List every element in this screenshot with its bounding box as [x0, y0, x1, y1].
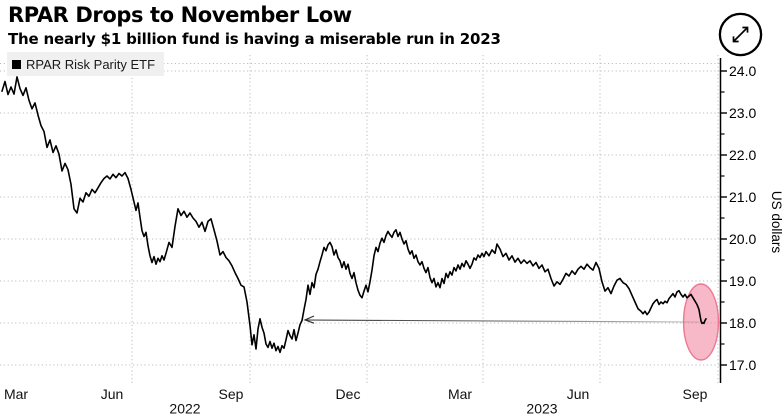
y-axis-title: US dollars	[769, 191, 782, 254]
x-year-label: 2023	[526, 401, 557, 416]
expand-icon	[718, 12, 763, 57]
legend[interactable]: RPAR Risk Parity ETF	[7, 52, 165, 76]
x-month-label: Mar	[4, 386, 28, 402]
y-tick-label: 23.0	[729, 105, 756, 121]
y-tick-label: 18.0	[729, 315, 756, 331]
y-tick-label: 19.0	[729, 273, 756, 289]
price-line	[1, 76, 707, 354]
x-month-label: Sep	[219, 386, 244, 402]
x-month-label: Mar	[448, 386, 472, 402]
x-month-label: Jun	[101, 386, 124, 402]
x-month-label: Sep	[683, 386, 708, 402]
y-tick-label: 20.0	[729, 231, 756, 247]
arrowhead-icon	[303, 315, 315, 324]
x-month-label: Dec	[336, 386, 361, 402]
y-tick-label: 22.0	[729, 147, 756, 163]
chart-header: RPAR Drops to November Low The nearly $1…	[8, 2, 708, 50]
y-tick-label: 24.0	[729, 63, 756, 79]
x-year-label: 2022	[169, 401, 200, 416]
page-title: RPAR Drops to November Low	[8, 3, 352, 27]
november-low-arrow	[304, 319, 700, 323]
page-subtitle: The nearly $1 billion fund is having a m…	[8, 30, 501, 48]
y-tick-label: 21.0	[729, 189, 756, 205]
legend-series-label: RPAR Risk Parity ETF	[26, 56, 156, 72]
expand-chart-button[interactable]	[717, 11, 764, 58]
x-month-label: Jun	[567, 386, 590, 402]
y-tick-label: 17.0	[729, 357, 756, 373]
legend-series-marker-icon	[12, 59, 21, 69]
